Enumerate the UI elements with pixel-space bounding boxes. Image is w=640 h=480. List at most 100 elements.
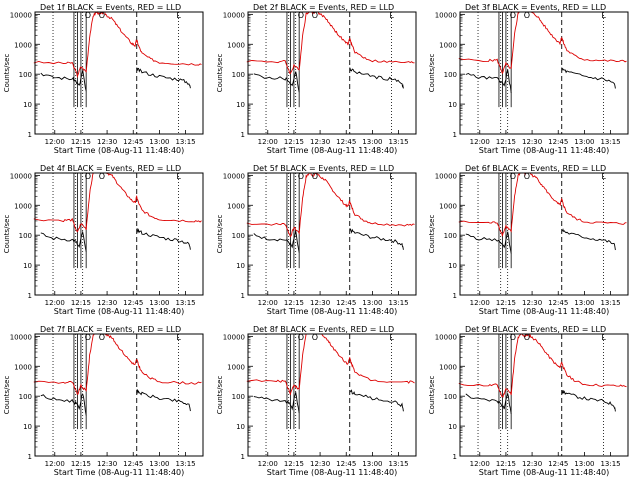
events-series-line	[465, 391, 512, 414]
y-axis-label: Counts/sec	[3, 54, 11, 93]
y-tick-label: 1000	[14, 202, 32, 210]
top-marker-label: O	[85, 11, 91, 20]
x-tick-label: 12:30	[97, 460, 117, 468]
top-marker-label: O	[312, 333, 318, 342]
x-tick-label: 12:00	[45, 460, 65, 468]
x-tick-label: 12:30	[522, 460, 542, 468]
x-tick-label: 12:15	[496, 138, 516, 146]
x-tick-label: 13:15	[600, 138, 620, 146]
x-tick-label: 12:00	[258, 460, 278, 468]
plot-frame	[34, 333, 204, 457]
plot-frame	[459, 172, 629, 296]
top-marker-label: O	[312, 172, 318, 181]
y-tick-label: 1	[28, 131, 32, 139]
x-tick-label: 12:45	[123, 460, 143, 468]
y-tick-label: 10000	[435, 333, 457, 341]
lld-series-line	[458, 172, 627, 237]
events-series-line	[40, 70, 87, 92]
events-series-line	[40, 230, 87, 252]
top-marker-label: L	[389, 172, 394, 181]
top-marker-label: L	[176, 333, 181, 342]
top-marker-label: O	[298, 11, 304, 20]
x-tick-label: 13:00	[574, 460, 594, 468]
x-tick-label: 12:15	[496, 299, 516, 307]
y-tick-label: 1	[241, 131, 245, 139]
y-tick-label: 100	[232, 393, 245, 401]
panel-title: Det 3f BLACK = Events, RED = LLD	[465, 3, 606, 12]
y-tick-label: 10000	[10, 172, 32, 180]
x-tick-label: 12:45	[336, 299, 356, 307]
plot-frame	[459, 333, 629, 457]
top-marker-label: O	[85, 172, 91, 181]
plot-frame	[247, 172, 417, 296]
y-tick-label: 1000	[14, 41, 32, 49]
top-marker-label: O	[510, 333, 516, 342]
y-axis-label: Counts/sec	[428, 215, 436, 254]
x-tick-label: 12:30	[97, 299, 117, 307]
top-marker-label: O	[524, 11, 530, 20]
x-tick-label: 12:45	[123, 138, 143, 146]
x-tick-label: 12:45	[548, 460, 568, 468]
panel-title: Det 7f BLACK = Events, RED = LLD	[40, 325, 181, 334]
panel-title: Det 5f BLACK = Events, RED = LLD	[253, 164, 394, 173]
plot-frame	[34, 11, 204, 135]
y-tick-label: 100	[232, 71, 245, 79]
x-tick-label: 12:15	[71, 460, 91, 468]
top-marker-label: O	[510, 11, 516, 20]
x-axis-label: Start Time (08-Aug-11 11:48:40)	[267, 307, 398, 316]
events-series-line	[561, 228, 616, 251]
events-series-line	[561, 390, 616, 412]
y-tick-label: 10	[236, 101, 245, 109]
y-tick-label: 10	[448, 262, 457, 270]
x-tick-label: 13:00	[362, 299, 382, 307]
y-tick-label: 10000	[10, 333, 32, 341]
panel-det-8f: Det 8f BLACK = Events, RED = LLD Counts/s…	[216, 325, 417, 477]
x-tick-label: 13:15	[175, 299, 195, 307]
x-axis-label: Start Time (08-Aug-11 11:48:40)	[267, 146, 398, 155]
y-tick-label: 10000	[223, 333, 245, 341]
top-marker-label: O	[524, 172, 530, 181]
panel-det-3f: Det 3f BLACK = Events, RED = LLD Counts/s…	[428, 3, 629, 155]
panel-title: Det 1f BLACK = Events, RED = LLD	[40, 3, 181, 12]
panel-title: Det 4f BLACK = Events, RED = LLD	[40, 164, 181, 173]
y-tick-label: 1	[241, 453, 245, 461]
x-tick-label: 12:45	[123, 299, 143, 307]
panel-det-6f: Det 6f BLACK = Events, RED = LLD Counts/s…	[428, 164, 629, 316]
y-tick-label: 1000	[439, 41, 457, 49]
events-series-line	[136, 228, 191, 250]
x-tick-label: 12:45	[336, 138, 356, 146]
x-tick-label: 12:30	[310, 138, 330, 146]
events-series-line	[465, 69, 512, 94]
top-marker-label: L	[176, 172, 181, 181]
x-tick-label: 12:15	[496, 460, 516, 468]
y-tick-label: 1000	[439, 363, 457, 371]
x-tick-label: 13:00	[149, 299, 169, 307]
y-tick-label: 1000	[14, 363, 32, 371]
y-tick-label: 10000	[223, 172, 245, 180]
y-tick-label: 1	[28, 292, 32, 300]
x-tick-label: 13:00	[149, 138, 169, 146]
x-tick-label: 12:15	[71, 138, 91, 146]
y-axis-label: Counts/sec	[428, 54, 436, 93]
plot-frame	[247, 11, 417, 135]
x-tick-label: 12:30	[522, 299, 542, 307]
y-axis-label: Counts/sec	[3, 376, 11, 415]
y-axis-label: Counts/sec	[216, 376, 224, 415]
x-tick-label: 13:00	[574, 299, 594, 307]
x-tick-label: 12:00	[470, 138, 490, 146]
y-tick-label: 10000	[435, 11, 457, 19]
x-axis-label: Start Time (08-Aug-11 11:48:40)	[479, 146, 610, 155]
x-axis-label: Start Time (08-Aug-11 11:48:40)	[479, 307, 610, 316]
x-tick-label: 13:15	[388, 299, 408, 307]
x-axis-label: Start Time (08-Aug-11 11:48:40)	[54, 146, 185, 155]
x-tick-label: 12:30	[310, 299, 330, 307]
top-marker-label: O	[510, 172, 516, 181]
y-tick-label: 1	[453, 453, 457, 461]
y-tick-label: 10000	[10, 11, 32, 19]
panel-title: Det 9f BLACK = Events, RED = LLD	[465, 325, 606, 334]
lld-series-line	[458, 333, 627, 398]
y-tick-label: 10	[23, 262, 32, 270]
x-tick-label: 13:00	[362, 138, 382, 146]
panel-det-2f: Det 2f BLACK = Events, RED = LLD Counts/s…	[216, 3, 417, 155]
panel-det-9f: Det 9f BLACK = Events, RED = LLD Counts/s…	[428, 325, 629, 477]
